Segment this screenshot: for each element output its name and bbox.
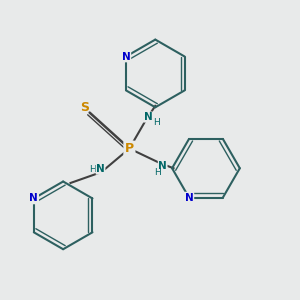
Text: N: N [184, 193, 194, 202]
Text: N: N [29, 194, 38, 203]
Text: H: H [89, 165, 96, 174]
Text: H: H [153, 118, 160, 127]
Text: P: P [125, 142, 134, 155]
Text: H: H [154, 169, 161, 178]
Text: N: N [158, 160, 167, 171]
Text: N: N [144, 112, 152, 122]
Text: N: N [96, 164, 105, 174]
Text: N: N [122, 52, 130, 61]
Text: S: S [80, 101, 89, 114]
